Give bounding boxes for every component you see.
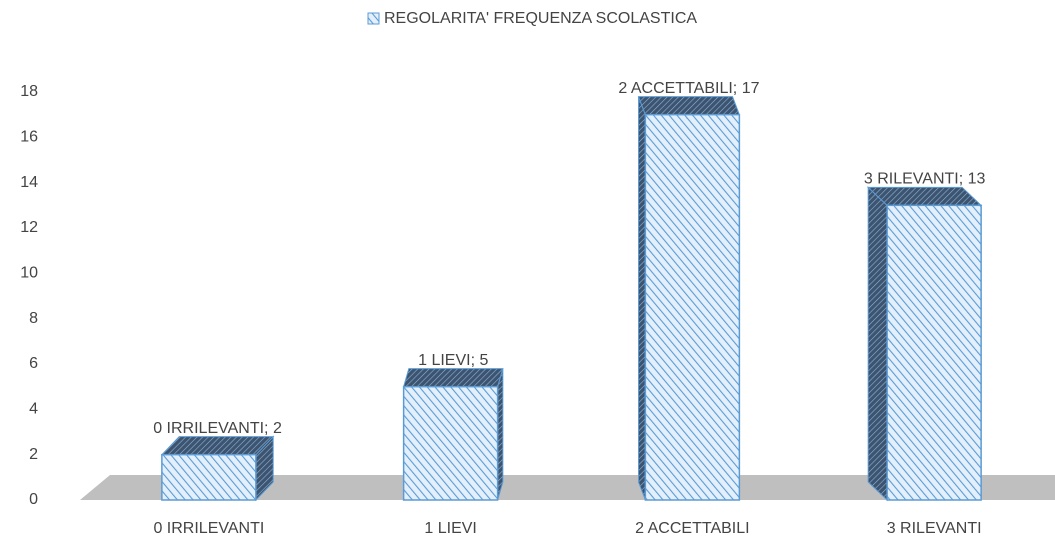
bar [161, 453, 257, 501]
data-label: 1 LIEVI; 5 [418, 352, 488, 369]
y-tick-label: 18 [20, 83, 38, 100]
data-label: 2 ACCETTABILI; 17 [618, 80, 759, 97]
bar [402, 385, 499, 501]
x-tick-label: 0 IRRILEVANTI [153, 520, 264, 537]
y-tick-label: 4 [29, 401, 38, 418]
x-tick-label: 1 LIEVI [424, 520, 476, 537]
bar [886, 204, 982, 501]
y-tick-label: 10 [20, 265, 38, 282]
bar-top [637, 96, 741, 116]
bar-top [866, 186, 983, 206]
data-label: 0 IRRILEVANTI; 2 [153, 420, 282, 437]
y-tick-label: 0 [29, 491, 38, 508]
y-tick-label: 6 [29, 355, 38, 372]
bar-side [867, 186, 888, 502]
bar-top [160, 436, 275, 456]
bar-top [402, 368, 504, 388]
x-tick-label: 2 ACCETTABILI [635, 520, 749, 537]
x-tick-label: 3 RILEVANTI [887, 520, 982, 537]
y-tick-label: 16 [20, 129, 38, 146]
bar [644, 113, 741, 501]
data-label: 3 RILEVANTI; 13 [864, 171, 986, 188]
legend-swatch [367, 12, 380, 25]
bar-side [497, 368, 504, 501]
y-tick-label: 14 [20, 174, 38, 191]
y-tick-label: 8 [29, 310, 38, 327]
legend-label: REGOLARITA' FREQUENZA SCOLASTICA [384, 10, 697, 27]
bar-side [638, 96, 646, 501]
floor [80, 475, 1055, 500]
y-tick-label: 12 [20, 219, 38, 236]
y-tick-label: 2 [29, 446, 38, 463]
